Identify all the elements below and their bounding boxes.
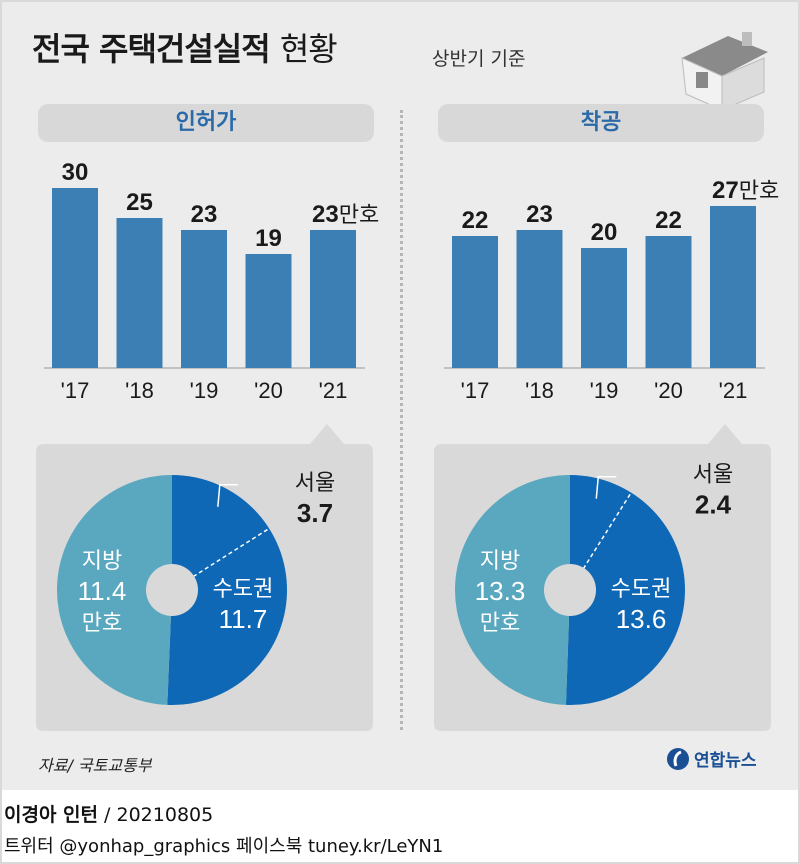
donut-hole — [146, 564, 198, 616]
bar-value-label: 23 — [191, 201, 218, 228]
donut-hole — [544, 564, 596, 616]
bar — [516, 230, 563, 368]
bar-value-label: 20 — [591, 219, 618, 246]
pie-slice-capital — [565, 475, 686, 705]
tag-permits: 인허가 — [38, 104, 374, 142]
x-tick-label: '17 — [461, 378, 490, 403]
seoul-label: 서울 — [693, 462, 733, 487]
page-title: 전국 주택건설실적 현황 — [32, 24, 338, 70]
bar-value-label: 27만호 — [712, 177, 779, 204]
bar — [245, 254, 292, 368]
bar-chart-starts: 22 '17 23 '18 20 '19 22 '20 27만호 '21 — [444, 177, 779, 403]
seoul-leader-line — [217, 484, 238, 507]
seoul-divider — [582, 492, 632, 570]
yonhap-logo-icon — [667, 747, 689, 770]
bar-chart-permits: 30 '17 25 '18 23 '19 19 '20 23만호 '21 — [44, 159, 379, 403]
seoul-label: 서울 — [295, 470, 335, 495]
pie-starts: 서울 2.4 수도권 13.6 지방 13.3 만호 — [434, 424, 771, 731]
bar — [116, 218, 163, 368]
date: 20210805 — [116, 804, 214, 826]
yonhap-logo: 연합뉴스 — [666, 746, 757, 771]
subtitle: 상반기 기준 — [432, 48, 526, 70]
unit-label: 만호 — [739, 178, 779, 203]
pie-slice-local — [57, 475, 172, 705]
capital-value: 13.6 — [616, 604, 667, 634]
bar — [52, 188, 98, 368]
title-bold: 전국 주택건설실적 — [32, 30, 271, 68]
bar-value-label: 22 — [462, 207, 489, 234]
bar-value-label: 23 — [526, 201, 553, 228]
author: 이경아 인턴 — [4, 804, 99, 826]
x-tick-label: '20 — [654, 378, 683, 403]
local-value: 13.3 — [475, 576, 526, 606]
panel-divider — [400, 110, 403, 730]
bar-value-label: 19 — [255, 225, 282, 252]
seoul-leader-line — [595, 475, 617, 499]
local-label: 지방 — [82, 548, 122, 573]
bar-value-label: 25 — [126, 189, 153, 216]
x-tick-label: '17 — [61, 378, 90, 403]
capital-label: 수도권 — [611, 576, 672, 601]
seoul-value: 3.7 — [297, 498, 333, 528]
tag-starts: 착공 — [438, 104, 764, 142]
local-label: 지방 — [480, 548, 520, 573]
x-tick-label: '21 — [719, 378, 748, 403]
seoul-value: 2.4 — [695, 490, 732, 520]
pie-slice-capital — [167, 475, 288, 705]
bar — [581, 248, 627, 368]
source-note: 자료/ 국토교통부 — [38, 756, 152, 775]
social-line: 트위터 @yonhap_graphics 페이스북 tuney.kr/LeYN1 — [4, 836, 444, 857]
pie-permits: 서울 3.7 수도권 11.7 지방 11.4 만호 — [36, 424, 373, 731]
x-tick-label: '19 — [590, 378, 619, 403]
bar — [310, 230, 356, 368]
x-tick-label: '18 — [525, 378, 554, 403]
x-tick-label: '21 — [319, 378, 348, 403]
capital-value: 11.7 — [219, 604, 268, 634]
house-icon — [681, 32, 768, 111]
unit-label: 만호 — [339, 202, 379, 227]
x-tick-label: '19 — [190, 378, 219, 403]
credit-line: 이경아 인턴 / 20210805 — [4, 804, 214, 826]
x-tick-label: '20 — [254, 378, 283, 403]
bar — [452, 236, 498, 368]
bar-value-label: 30 — [62, 159, 89, 186]
bar — [710, 206, 756, 368]
bar — [645, 236, 692, 368]
local-unit-label: 만호 — [480, 610, 520, 635]
capital-label: 수도권 — [213, 576, 274, 601]
logo-text: 연합뉴스 — [694, 751, 757, 771]
bar-value-label: 22 — [655, 207, 682, 234]
x-tick-label: '18 — [125, 378, 154, 403]
bar — [181, 230, 227, 368]
pie-slice-local — [455, 475, 570, 705]
local-unit-label: 만호 — [82, 610, 122, 635]
local-value: 11.4 — [78, 576, 127, 606]
title-light: 현황 — [279, 30, 338, 68]
bar-value-label: 23만호 — [312, 201, 379, 228]
seoul-divider — [192, 527, 270, 578]
